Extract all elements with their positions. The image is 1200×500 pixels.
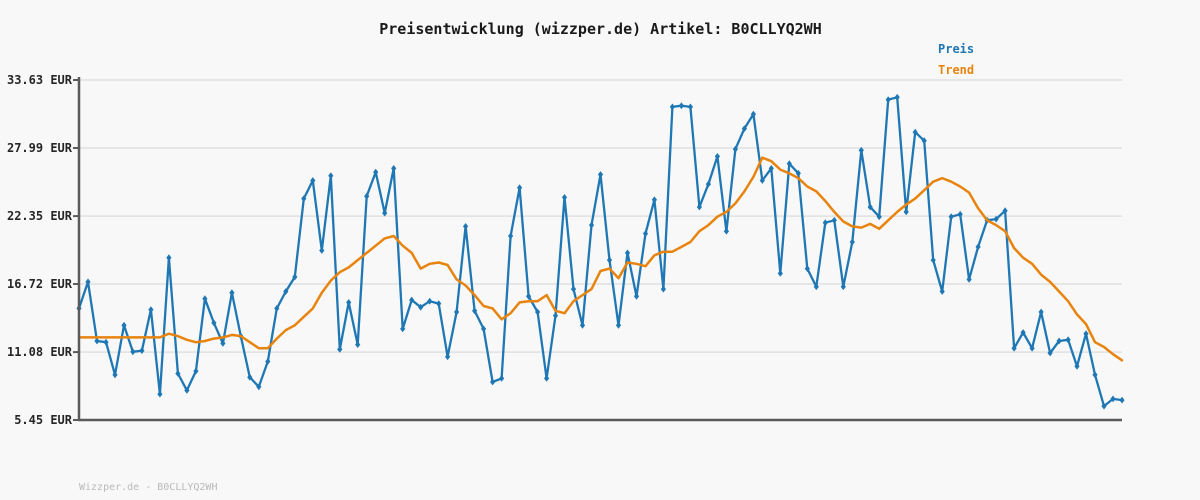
y-tick-label: 16.72 EUR — [6, 277, 72, 292]
legend-item-preis: Preis — [938, 42, 975, 56]
preis-markers — [76, 93, 1125, 410]
legend-item-trend: Trend — [938, 63, 975, 77]
chart-title: Preisentwicklung (wizzper.de) Artikel: B… — [379, 20, 822, 38]
y-tick-label: 11.08 EUR — [6, 345, 72, 360]
y-tick-label: 33.63 EUR — [6, 73, 72, 87]
y-tick-label: 5.45 EUR — [14, 413, 72, 427]
trend-line — [77, 156, 1124, 362]
legend: Preis Trend — [938, 39, 974, 81]
y-tick-label: 27.99 EUR — [6, 141, 72, 156]
watermark-text: Wizzper.de - B0CLLYQ2WH — [79, 482, 218, 493]
preis-line — [77, 96, 1124, 408]
y-tick-label: 22.35 EUR — [6, 209, 72, 224]
